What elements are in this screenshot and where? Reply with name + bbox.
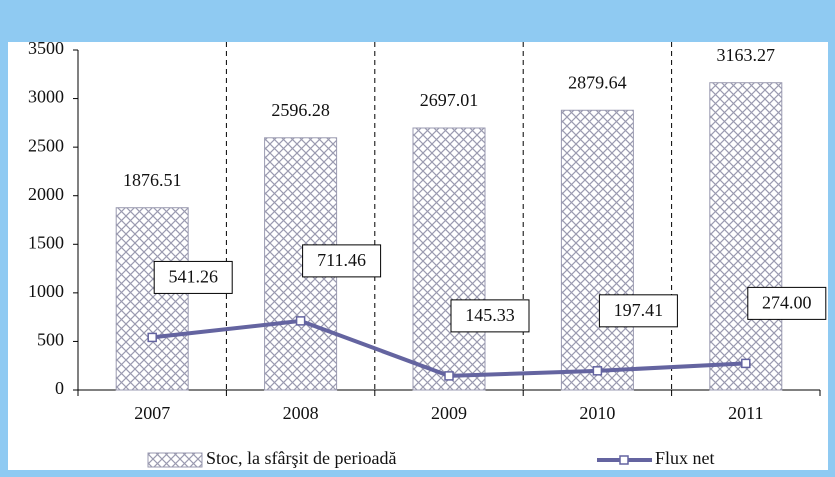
line-marker: [741, 358, 751, 369]
label-box: [302, 244, 382, 278]
bar-value-label: 3163.27: [717, 45, 776, 65]
line-value-label: 197.41: [614, 300, 664, 320]
y-tick-label: 500: [37, 330, 64, 350]
label-box: [598, 294, 678, 328]
y-tick-label: 2500: [28, 135, 64, 155]
y-tick-label: 1500: [28, 232, 64, 252]
legend-label: Flux net: [655, 448, 715, 468]
line-marker: [444, 371, 454, 381]
y-tick-label: 1000: [28, 281, 64, 301]
y-tick-label: 3000: [28, 87, 64, 107]
line-value-label: 711.46: [317, 250, 366, 270]
label-box: [747, 286, 827, 320]
line-value-label: 541.26: [168, 267, 218, 287]
legend-swatch: [147, 452, 203, 468]
x-tick-label: 2011: [728, 403, 763, 423]
x-tick-label: 2010: [579, 403, 615, 423]
bar: [115, 207, 189, 391]
bar: [709, 82, 783, 391]
bar-value-label: 2596.28: [271, 100, 330, 120]
x-tick-label: 2009: [431, 403, 467, 423]
line-marker: [592, 366, 603, 376]
bar-value-label: 2879.64: [568, 72, 627, 92]
x-tick-label: 2008: [283, 403, 319, 423]
line-value-label: 145.33: [465, 305, 515, 325]
y-tick-label: 0: [55, 378, 64, 398]
bar-value-label: 1876.51: [123, 170, 182, 190]
line-value-label: 274.00: [762, 293, 812, 313]
legend-marker: [619, 455, 629, 465]
label-box: [450, 299, 530, 333]
y-tick-label: 3500: [28, 38, 64, 58]
line-marker: [147, 332, 157, 343]
bar-value-label: 2697.01: [420, 90, 479, 110]
bar: [560, 109, 634, 391]
legend-label: Stoc, la sfârşit de perioadă: [206, 448, 396, 468]
bar: [412, 127, 486, 391]
line-marker: [295, 316, 306, 326]
x-tick-label: 2007: [134, 403, 170, 423]
label-box: [153, 260, 233, 294]
y-tick-label: 2000: [28, 184, 64, 204]
